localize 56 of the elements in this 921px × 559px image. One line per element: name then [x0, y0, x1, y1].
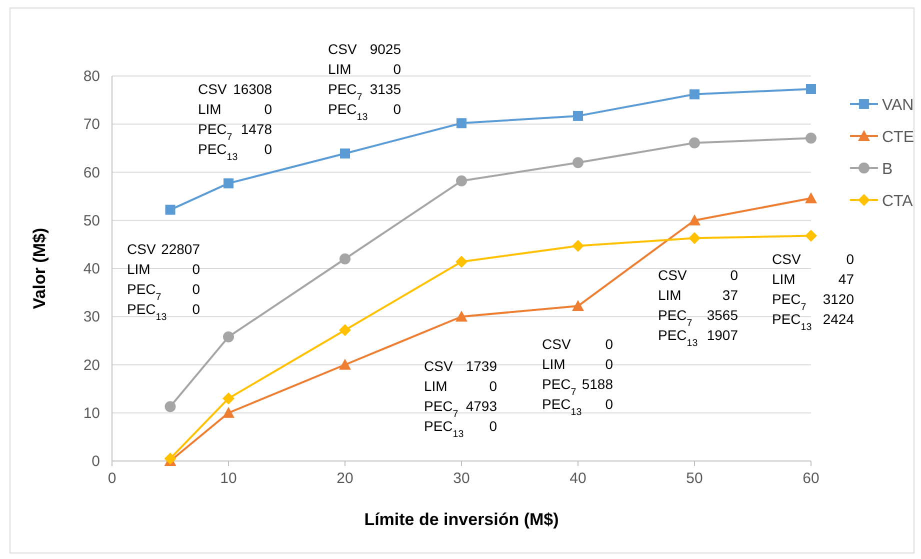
text: CSV 0 LIM 37 PEC$_{7}$ 3565 PEC$_{13}$ 1907	[658, 267, 738, 348]
point	[164, 401, 176, 412]
x-tick-label: 50	[686, 470, 703, 487]
point	[340, 253, 350, 264]
point	[572, 300, 584, 312]
y-axis-title: Valor (M$)	[30, 228, 49, 310]
x-tick-label: 60	[802, 470, 820, 487]
y-tick-label: 80	[83, 68, 100, 85]
text: CSV 22807 LIM 0 PEC$_{7}$ 0 PEC$_{13}$ 0	[127, 241, 200, 322]
x-tick-label: 40	[570, 470, 586, 487]
y-tick-label: 50	[83, 212, 100, 230]
x-tick-label: 0	[108, 470, 116, 487]
point	[222, 406, 234, 418]
point	[339, 358, 351, 370]
text: CSV 16308 LIM 0 PEC$_{7}$ 1478 PEC$_{13}$ 0	[198, 81, 272, 162]
legend-label: CTA	[882, 193, 914, 210]
y-tick-label: 70	[83, 116, 100, 134]
point	[456, 256, 468, 268]
point	[572, 157, 584, 168]
point	[805, 192, 817, 204]
point	[573, 110, 583, 121]
legend-label: CTE	[882, 129, 914, 146]
point	[456, 175, 467, 186]
point	[340, 148, 350, 158]
text: CSV 9025 LIM 0 PEC$_{7}$ 3135 PEC$_{13}$ 0	[328, 41, 401, 122]
point	[165, 204, 176, 215]
y-tick-label: 40	[83, 260, 100, 278]
y-tick-label: 0	[92, 453, 100, 470]
y-tick-label: 20	[83, 356, 100, 374]
point	[456, 310, 468, 322]
y-tick-label: 60	[83, 164, 100, 182]
y-tick-label: 10	[83, 404, 100, 422]
legend-label: VAN	[882, 97, 914, 114]
x-axis-title: Límite de inversión (M$)	[364, 510, 559, 529]
point	[688, 232, 700, 244]
point	[806, 84, 816, 94]
point	[224, 178, 234, 188]
point	[689, 137, 700, 148]
point	[222, 392, 234, 404]
point	[806, 132, 816, 144]
point	[223, 331, 234, 342]
text: CSV 1739 LIM 0 PEC$_{7}$ 4793 PEC$_{13}$ 0	[424, 358, 497, 440]
point	[456, 118, 466, 128]
point	[688, 214, 700, 226]
y-tick-label: 30	[83, 308, 100, 326]
x-tick-label: 10	[220, 470, 237, 487]
x-tick-label: 30	[453, 470, 470, 487]
point	[339, 324, 351, 336]
text: CSV 0 LIM 0 PEC$_{7}$ 5188 PEC$_{13}$ 0	[542, 336, 613, 418]
point	[164, 452, 176, 465]
legend-label: B	[882, 161, 893, 178]
x-tick-label: 20	[336, 470, 354, 487]
point	[690, 89, 700, 100]
point	[805, 230, 817, 242]
text: CSV 0 LIM 47 PEC$_{7}$ 3120 PEC$_{13}$ 2424	[772, 251, 854, 332]
point	[572, 240, 584, 252]
